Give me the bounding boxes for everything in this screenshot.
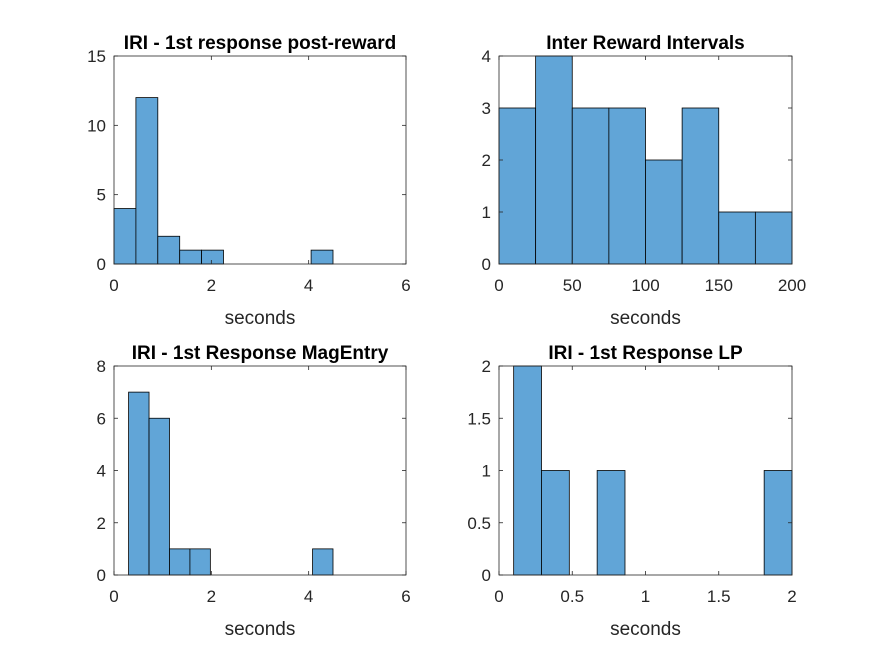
y-tick-label: 1 xyxy=(482,462,491,481)
y-tick-label: 1.5 xyxy=(467,409,491,428)
histogram-bar xyxy=(135,97,159,265)
histogram-bar xyxy=(754,211,793,265)
histogram-bar xyxy=(541,470,570,576)
histogram-bar xyxy=(179,249,202,265)
y-tick-label: 0 xyxy=(97,255,106,274)
x-tick-label: 0 xyxy=(494,276,503,295)
x-tick-label: 200 xyxy=(778,276,806,295)
x-tick-label: 1 xyxy=(641,587,650,606)
axes-box xyxy=(113,55,407,265)
x-axis-label: seconds xyxy=(610,308,681,329)
x-axis-label: seconds xyxy=(610,619,681,640)
y-tick-label: 0 xyxy=(482,566,491,585)
chart-panel-1: 0 2 4 6 0 5 10 15 IRI - 1st response post-reward… xyxy=(87,33,411,329)
chart-title: Inter Reward Intervals xyxy=(546,33,745,54)
x-tick-label: 100 xyxy=(631,276,659,295)
y-tick-label: 4 xyxy=(482,47,491,66)
y-tick-label: 2 xyxy=(482,357,491,376)
histogram-bar xyxy=(498,107,537,265)
histogram-bar xyxy=(535,55,573,265)
chart-title: IRI - 1st Response MagEntry xyxy=(132,343,389,364)
y-tick-label: 3 xyxy=(482,99,491,118)
y-tick-label: 0.5 xyxy=(467,514,491,533)
chart-panel-4: 0 0.5 1 1.5 2 0 0.5 1 1.5 2 IRI - 1st Response LP s… xyxy=(467,343,796,640)
y-tick-label: 15 xyxy=(87,47,106,66)
y-tick-label: 10 xyxy=(87,116,106,135)
histogram-bar xyxy=(310,249,334,265)
histogram-bar xyxy=(763,470,793,576)
x-tick-label: 0.5 xyxy=(560,587,584,606)
y-tick-label: 8 xyxy=(97,357,106,376)
x-tick-label: 6 xyxy=(401,276,410,295)
histogram-bar xyxy=(645,159,683,265)
histogram-bar xyxy=(201,249,224,265)
histogram-bar xyxy=(148,417,170,576)
histogram-bar xyxy=(113,208,137,265)
x-axis-label: seconds xyxy=(225,308,296,329)
x-tick-label: 4 xyxy=(304,276,313,295)
x-axis-label: seconds xyxy=(225,619,296,640)
x-tick-label: 0 xyxy=(109,587,118,606)
histogram-bar xyxy=(718,211,756,265)
y-tick-label: 2 xyxy=(482,151,491,170)
y-tick-label: 1 xyxy=(482,203,491,222)
x-tick-label: 50 xyxy=(563,276,582,295)
y-tick-label: 2 xyxy=(97,514,106,533)
y-tick-label: 0 xyxy=(482,255,491,274)
histogram-bar xyxy=(189,548,211,576)
histogram-bar xyxy=(681,107,720,265)
histogram-bar xyxy=(596,470,626,576)
x-tick-label: 150 xyxy=(705,276,733,295)
x-tick-label: 6 xyxy=(401,587,410,606)
histogram-bar xyxy=(513,365,542,576)
x-tick-label: 2 xyxy=(207,276,216,295)
histogram-bar xyxy=(128,391,150,576)
x-tick-label: 1.5 xyxy=(707,587,731,606)
x-tick-label: 2 xyxy=(787,587,796,606)
histogram-bar xyxy=(157,235,181,265)
y-tick-label: 5 xyxy=(97,186,106,205)
histogram-bar xyxy=(571,107,610,265)
x-tick-label: 0 xyxy=(494,587,503,606)
y-tick-label: 4 xyxy=(97,462,106,481)
x-tick-label: 4 xyxy=(304,587,313,606)
x-tick-label: 2 xyxy=(207,587,216,606)
histogram-bar xyxy=(169,548,191,576)
chart-panel-2: 0 50 100 150 200 0 1 2 3 4 Inter Reward Intervals s… xyxy=(482,33,807,329)
y-tick-label: 6 xyxy=(97,409,106,428)
histogram-bar xyxy=(608,107,646,265)
chart-panel-3: 0 2 4 6 0 2 4 6 8 IRI - 1st Response MagEntry seco… xyxy=(97,343,411,640)
y-tick-label: 0 xyxy=(97,566,106,585)
chart-title: IRI - 1st response post-reward xyxy=(124,33,396,54)
x-tick-label: 0 xyxy=(109,276,118,295)
chart-title: IRI - 1st Response LP xyxy=(548,343,743,364)
histogram-bar xyxy=(312,548,334,576)
